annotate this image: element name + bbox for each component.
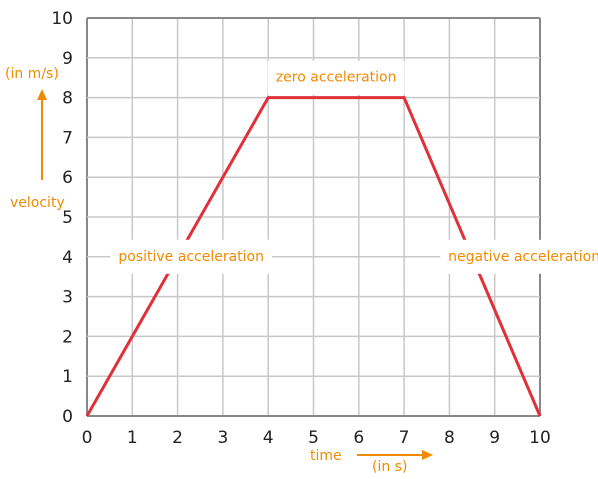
y-tick-label: 10 — [51, 9, 73, 29]
x-axis-unit: (in s) — [372, 459, 407, 475]
x-tick-label: 3 — [217, 428, 228, 448]
y-tick-label: 7 — [62, 128, 73, 148]
x-tick-label: 8 — [444, 428, 455, 448]
grid — [86, 17, 541, 417]
x-tick-label: 1 — [127, 428, 138, 448]
annotations: zero acceleration positive acceleration ne… — [110, 60, 598, 274]
y-tick-label: 0 — [62, 407, 73, 427]
right-arrow-icon — [422, 450, 433, 460]
y-tick-label: 3 — [62, 288, 73, 308]
x-tick-label: 10 — [529, 428, 551, 448]
x-tick-label: 5 — [308, 428, 319, 448]
x-axis-title: time — [310, 448, 342, 464]
up-arrow-icon — [37, 89, 47, 100]
x-tick-label: 7 — [399, 428, 410, 448]
x-tick-label: 0 — [82, 428, 93, 448]
tick-labels: 0 1 2 3 4 5 6 7 8 9 10 0 1 2 3 4 5 6 7 8 9 10 — [51, 9, 550, 448]
annotation-background — [267, 60, 405, 95]
annotation-label: negative acceleration — [448, 249, 598, 265]
y-axis-title: velocity — [10, 195, 65, 211]
y-tick-label: 4 — [62, 248, 73, 268]
y-tick-label: 6 — [62, 168, 73, 188]
y-axis-unit: (in m/s) — [5, 66, 59, 82]
x-tick-label: 2 — [172, 428, 183, 448]
y-tick-label: 2 — [62, 327, 73, 347]
y-tick-label: 9 — [62, 49, 73, 69]
y-tick-label: 1 — [62, 367, 73, 387]
annotation-background — [110, 239, 272, 274]
annotation-background — [440, 239, 598, 274]
x-tick-label: 6 — [353, 428, 364, 448]
annotation-label: positive acceleration — [118, 249, 264, 265]
y-tick-label: 5 — [62, 208, 73, 228]
x-tick-label: 9 — [489, 428, 500, 448]
annotation-label: zero acceleration — [276, 70, 397, 86]
x-tick-label: 4 — [263, 428, 274, 448]
y-tick-label: 8 — [62, 89, 73, 109]
